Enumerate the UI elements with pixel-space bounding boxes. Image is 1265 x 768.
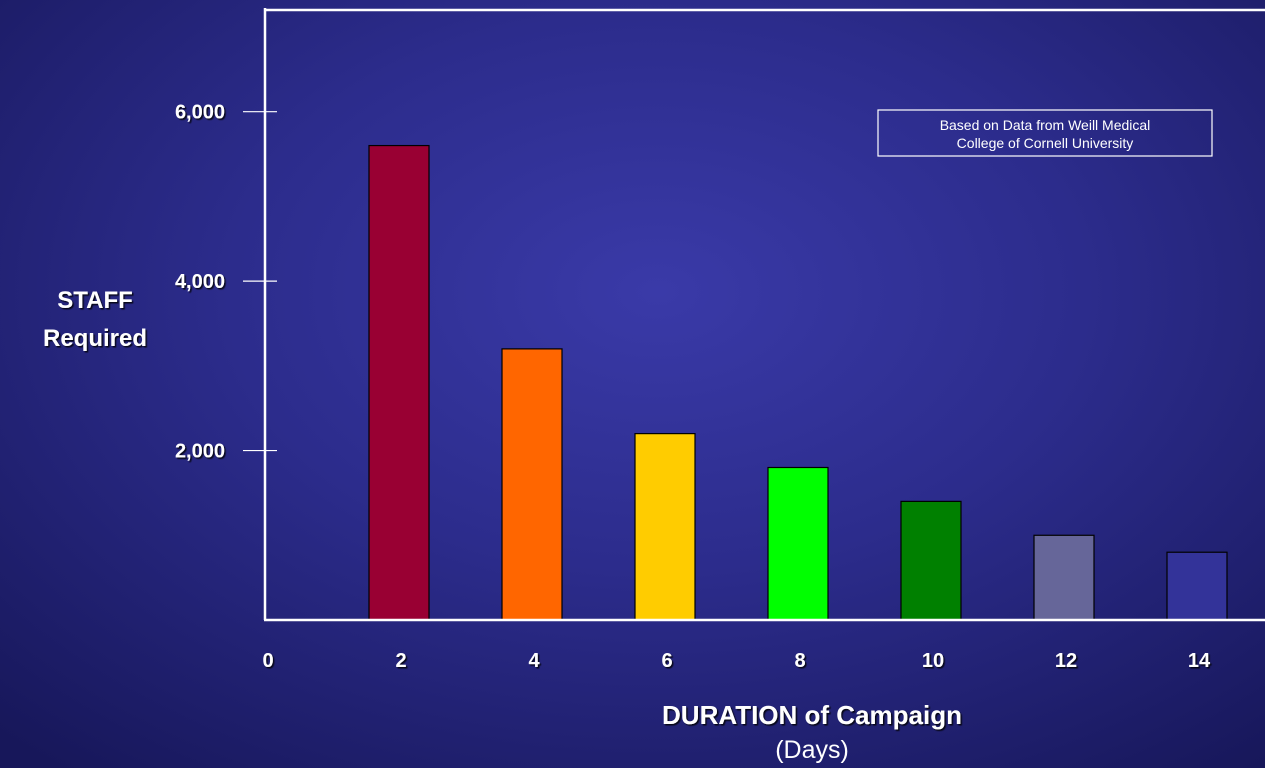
x-tick-label: 0 [262, 650, 273, 672]
source-annotation: Based on Data from Weill Medical College… [877, 109, 1213, 157]
x-tick-label: 12 [1055, 650, 1077, 672]
bar-day-6 [634, 433, 696, 621]
x-axis-sublabel: (Days) [775, 736, 849, 764]
source-annotation-line-2: College of Cornell University [957, 135, 1134, 151]
bar-day-8 [767, 466, 829, 621]
y-axis-label-line-2: Required [43, 325, 147, 352]
x-tick-label: 4 [528, 650, 540, 672]
y-tick-label: 2,000 [175, 441, 225, 463]
x-tick-label: 2 [395, 650, 406, 672]
bar-day-10 [900, 500, 962, 621]
x-tick-label: 10 [922, 650, 944, 672]
source-annotation-line-1: Based on Data from Weill Medical [940, 117, 1151, 133]
x-tick-label: 14 [1188, 650, 1211, 672]
y-axis-label-line-1: STAFF [57, 287, 133, 314]
y-ticks: 2,000 4,000 6,000 [175, 102, 277, 463]
y-tick-label: 6,000 [175, 102, 225, 124]
x-ticks: 0 2 4 6 8 10 12 14 [262, 650, 1211, 672]
source-annotation-box [877, 109, 1213, 157]
bar-day-14 [1166, 551, 1228, 621]
bars [368, 144, 1228, 621]
x-tick-label: 6 [661, 650, 672, 672]
x-tick-label: 8 [794, 650, 805, 672]
x-axis-label: DURATION of Campaign [662, 700, 962, 730]
bar-day-4 [501, 348, 563, 621]
y-tick-label: 4,000 [175, 271, 225, 293]
y-axis-label: STAFF Required [43, 287, 147, 352]
bar-day-2 [368, 144, 430, 621]
bar-day-12 [1033, 534, 1095, 621]
